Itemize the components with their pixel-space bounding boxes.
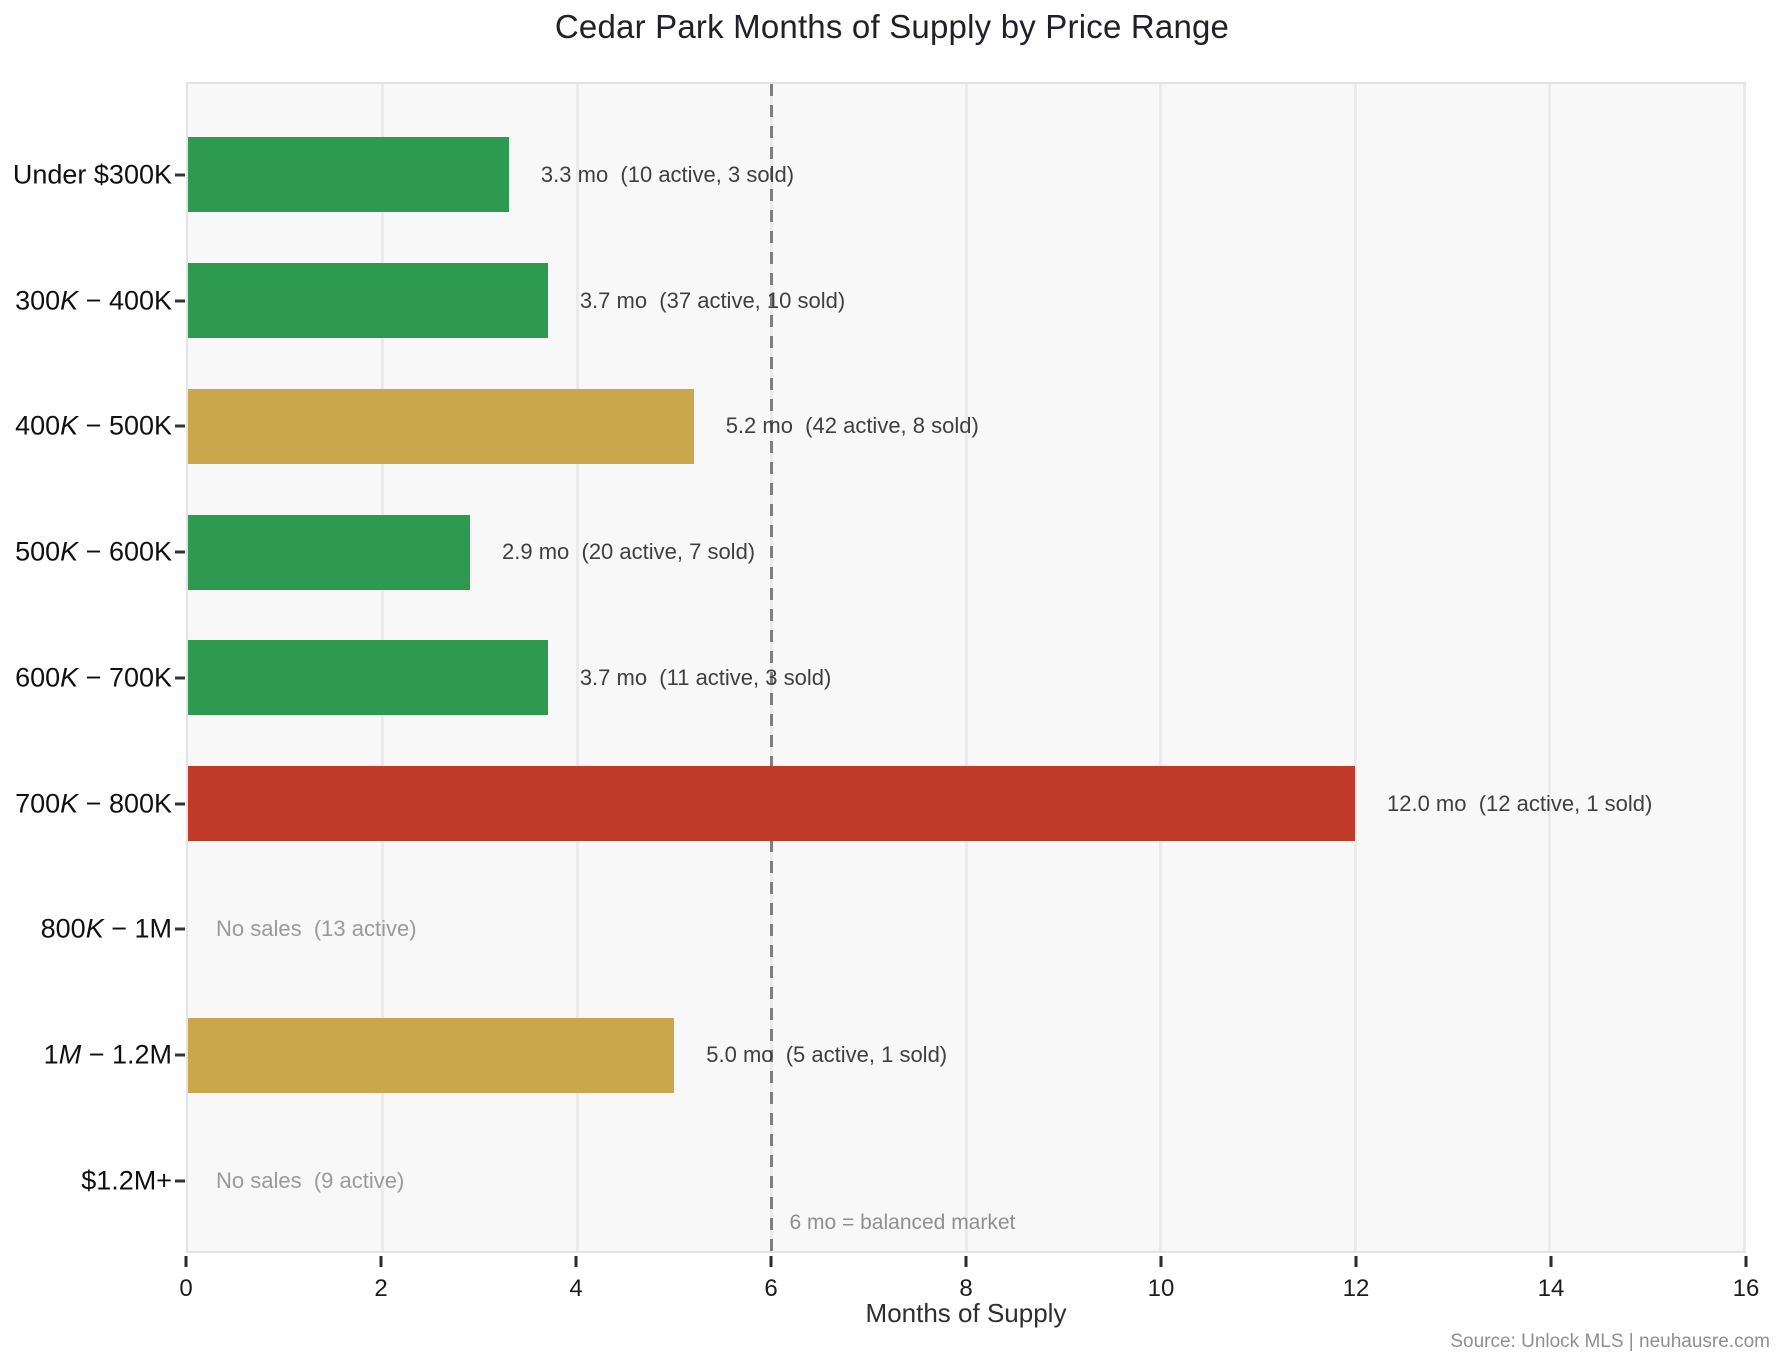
x-tick-mark — [379, 1256, 383, 1267]
bar — [188, 766, 1355, 842]
source-credit: Source: Unlock MLS | neuhausre.com — [1450, 1331, 1770, 1352]
y-tick-mark — [175, 424, 185, 428]
x-tick-label: 2 — [374, 1275, 388, 1302]
bar — [188, 1017, 675, 1093]
grid-line — [1548, 84, 1551, 1251]
bar-annotation: 3.7 mo (37 active, 10 sold) — [579, 287, 846, 313]
y-axis-label: 500K − 600K — [15, 536, 172, 567]
bar-annotation: 3.7 mo (11 active, 3 sold) — [579, 664, 832, 690]
y-tick-mark — [175, 1053, 185, 1057]
y-axis-label: 800K − 1M — [40, 913, 172, 944]
grid-line — [575, 84, 579, 1251]
chart-row: 800K − 1M No sales (13 active) — [41, 867, 1744, 993]
y-tick-mark — [175, 1179, 185, 1183]
y-axis-label: 300K − 400K — [15, 285, 172, 316]
bar-annotation: 2.9 mo (20 active, 7 sold) — [502, 539, 756, 565]
grid-line — [1742, 84, 1746, 1251]
chart-row: Under $300K 3.3 mo (10 active, 3 sold) — [13, 112, 1744, 238]
bar-annotation: 5.0 mo (5 active, 1 sold) — [706, 1042, 948, 1068]
y-axis-label: Under $300K — [12, 159, 172, 190]
grid-line — [1353, 84, 1357, 1251]
x-tick-mark — [769, 1256, 773, 1267]
bar — [188, 388, 694, 464]
bar-annotation: No sales (13 active) — [216, 916, 417, 942]
x-tick-mark — [1744, 1256, 1748, 1267]
bar-annotation: 12.0 mo (12 active, 1 sold) — [1387, 790, 1653, 816]
bar-annotation: 5.2 mo (42 active, 8 sold) — [725, 413, 979, 439]
y-tick-mark — [175, 802, 185, 806]
balanced-market-note: 6 mo = balanced market — [789, 1211, 1016, 1234]
grid-line — [964, 84, 968, 1251]
y-axis-label: $1.2M+ — [81, 1165, 172, 1196]
chart-row: 300K − 400K 3.7 mo (37 active, 10 sold) — [15, 238, 1744, 364]
x-tick-mark — [184, 1256, 188, 1267]
chart-row: $1.2M+ No sales (9 active) — [81, 1118, 1744, 1244]
plot-area: Under $300K 3.3 mo (10 active, 3 sold) 300… — [13, 82, 1746, 1253]
x-tick-label: 6 — [764, 1275, 778, 1302]
bar-annotation: No sales (9 active) — [216, 1167, 405, 1193]
x-tick-label: 16 — [1732, 1275, 1760, 1302]
x-tick-label: 14 — [1537, 1275, 1565, 1302]
grid-line — [1159, 84, 1162, 1251]
chart-row: 600K − 700K 3.7 mo (11 active, 3 sold) — [15, 615, 1744, 741]
chart-row: 700K − 800K 12.0 mo (12 active, 1 sold) — [15, 741, 1744, 867]
x-tick-label: 0 — [179, 1275, 193, 1302]
y-axis-label: 600K − 700K — [15, 662, 172, 693]
chart-row: 400K − 500K 5.2 mo (42 active, 8 sold) — [15, 364, 1744, 490]
y-tick-mark — [175, 550, 185, 554]
y-tick-mark — [175, 676, 185, 680]
chart-title: Cedar Park Months of Supply by Price Ran… — [554, 8, 1230, 45]
x-tick-mark — [574, 1256, 578, 1267]
x-tick-mark — [1159, 1256, 1163, 1267]
bar — [188, 514, 471, 590]
bar — [188, 137, 509, 213]
x-tick-label: 12 — [1342, 1275, 1370, 1302]
x-tick-label: 10 — [1147, 1275, 1175, 1302]
reference-line — [770, 84, 773, 1251]
bar — [188, 263, 548, 339]
y-tick-mark — [175, 173, 185, 177]
x-tick-label: 4 — [569, 1275, 583, 1302]
y-axis-label: 1M − 1.2M — [43, 1039, 172, 1070]
x-axis-title: Months of Supply — [865, 1298, 1067, 1328]
chart-row: 500K − 600K 2.9 mo (20 active, 7 sold) — [15, 489, 1744, 615]
x-tick-label: 8 — [959, 1275, 973, 1302]
x-tick-mark — [964, 1256, 968, 1267]
y-axis-label: 700K − 800K — [15, 788, 172, 819]
bar — [188, 640, 548, 716]
chart-row: 1M − 1.2M 5.0 mo (5 active, 1 sold) — [44, 992, 1744, 1118]
x-axis: 0 2 4 6 8 10 12 14 16 — [179, 1253, 1759, 1317]
x-tick-mark — [1549, 1256, 1553, 1267]
bar-annotation: 3.3 mo (10 active, 3 sold) — [540, 161, 795, 187]
y-axis-label: 400K − 500K — [15, 410, 172, 441]
y-tick-mark — [175, 927, 185, 931]
y-tick-mark — [175, 299, 185, 303]
x-tick-mark — [1354, 1256, 1358, 1267]
